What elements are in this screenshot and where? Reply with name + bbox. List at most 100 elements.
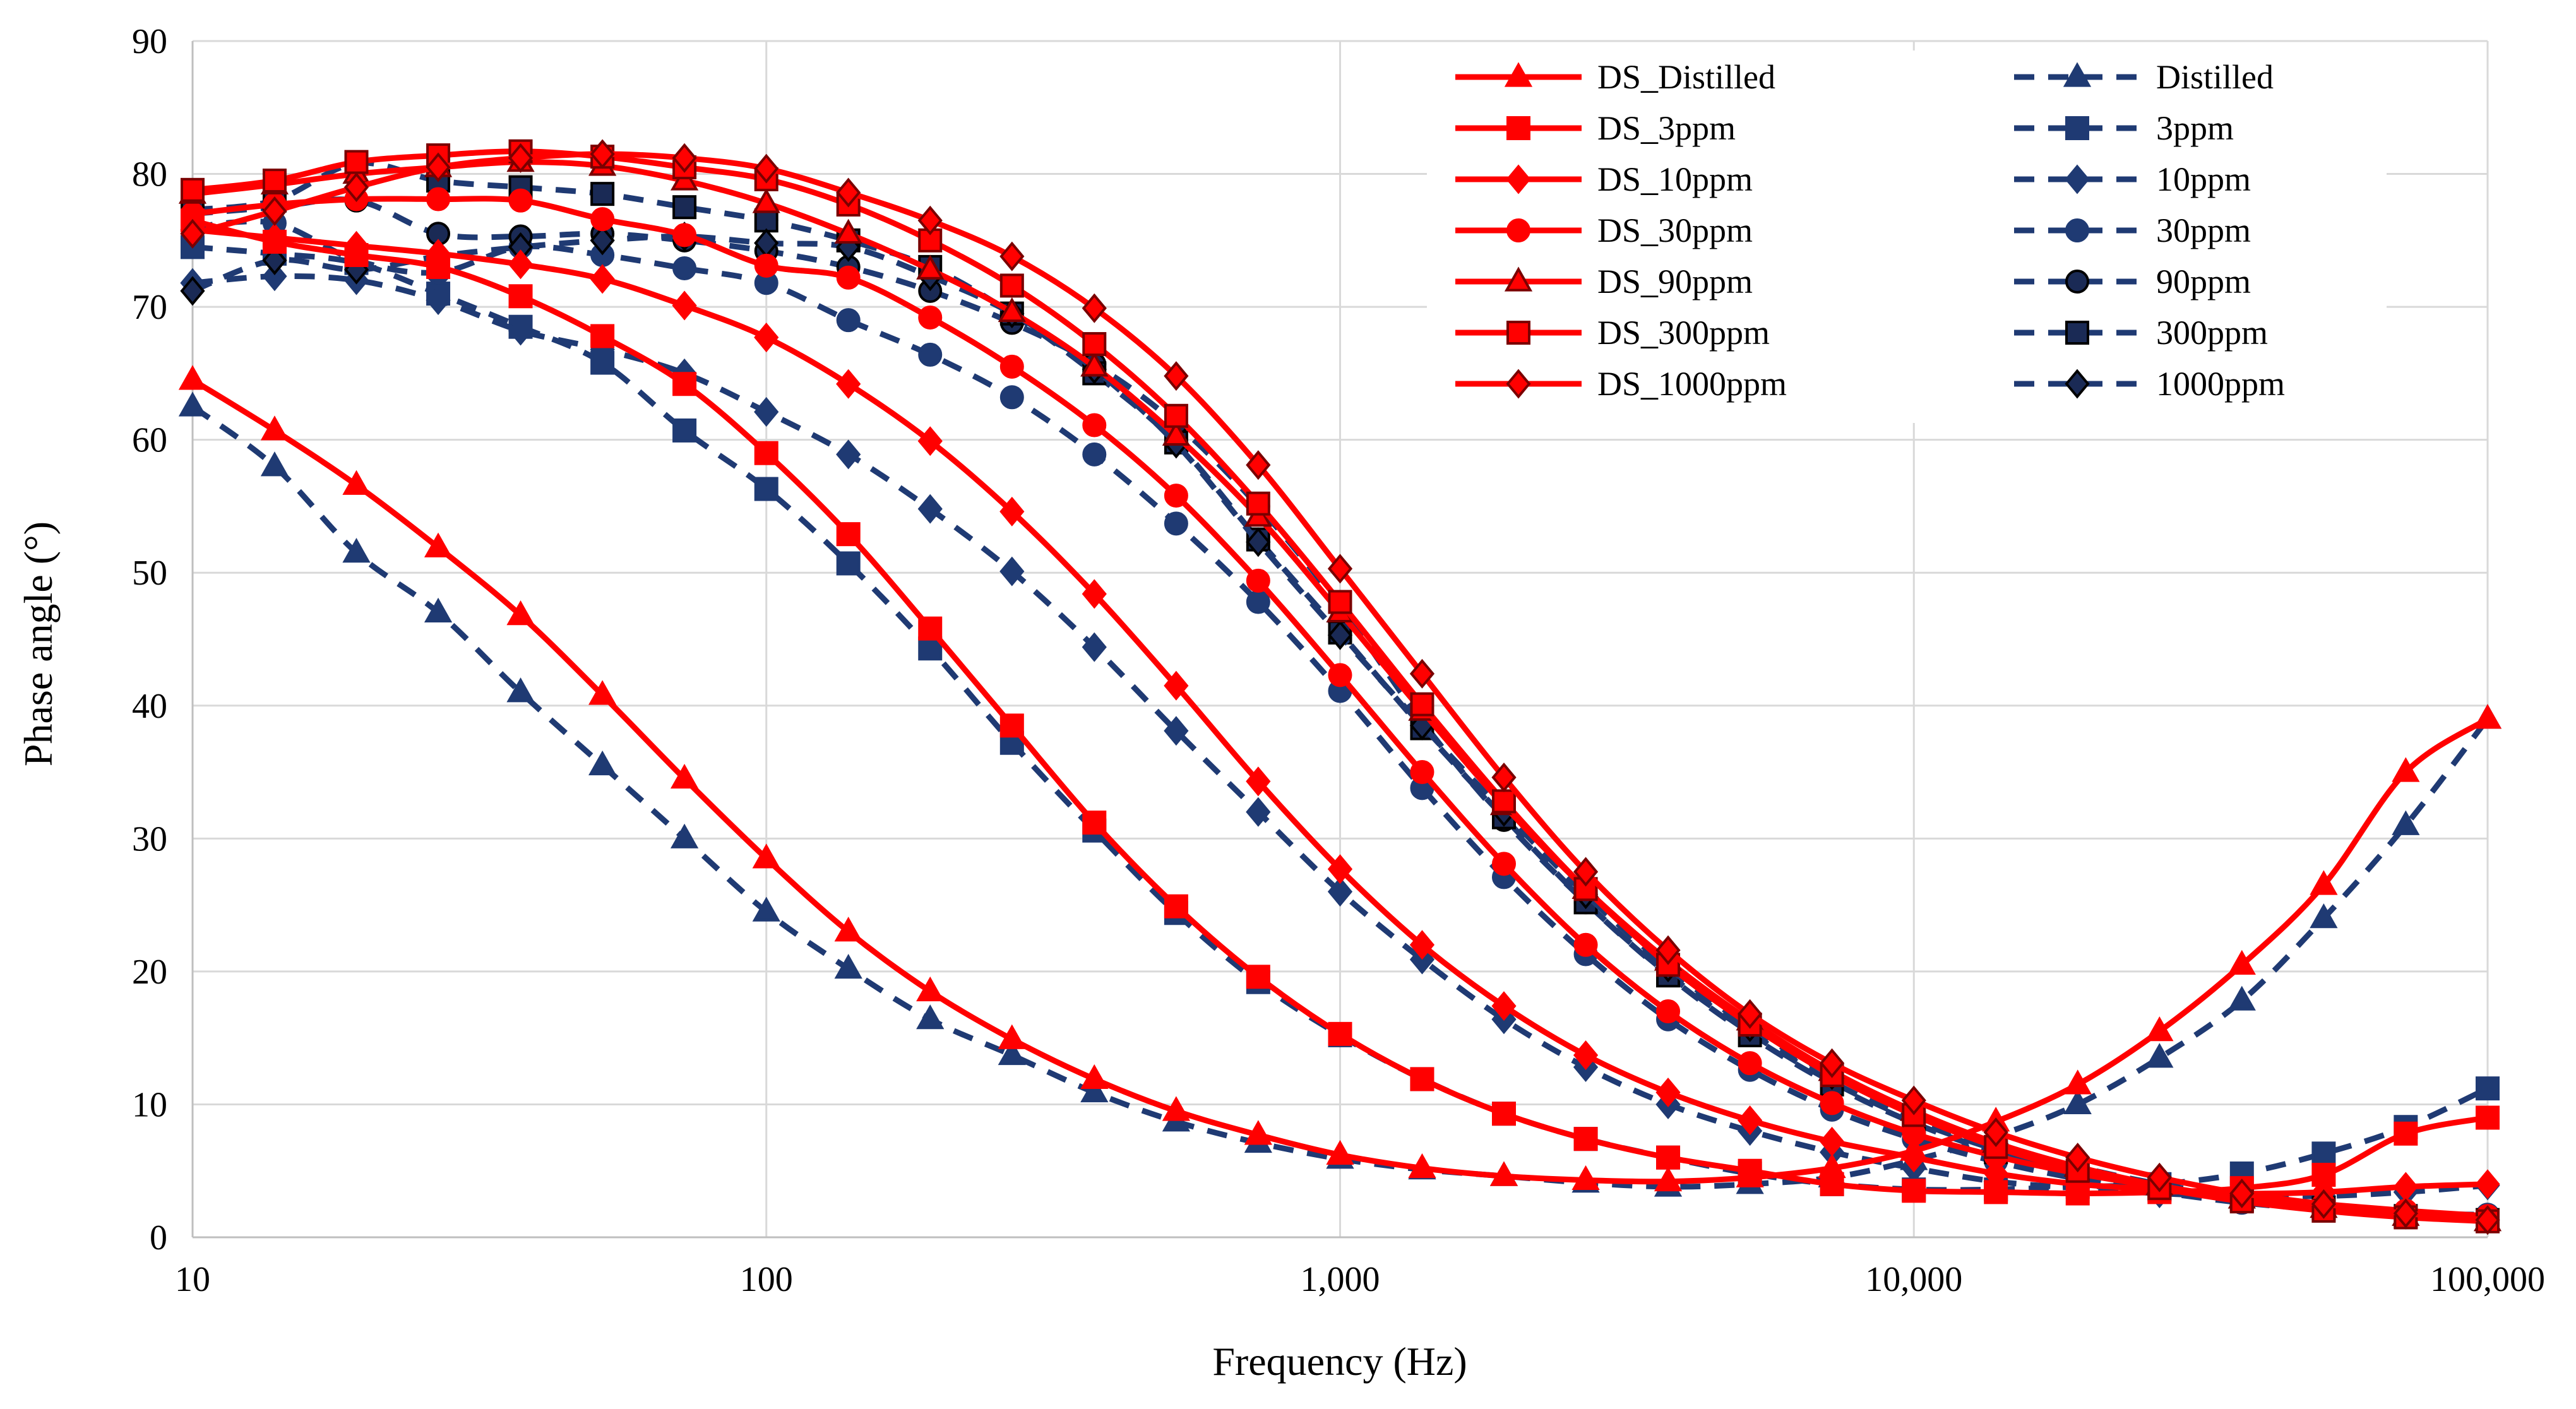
- data-point: [834, 954, 862, 979]
- legend-marker: [2065, 218, 2089, 242]
- data-point: [1573, 1040, 1599, 1071]
- data-point: [1246, 450, 1271, 480]
- legend-item-1000ppm: 1000ppm: [2014, 365, 2285, 403]
- data-point: [1571, 1165, 1600, 1191]
- data-point: [262, 223, 287, 253]
- data-point: [2311, 1141, 2336, 1166]
- data-point: [508, 188, 533, 213]
- y-tick-label: 50: [132, 554, 167, 593]
- legend-label: 3ppm: [2156, 109, 2234, 147]
- data-point: [426, 187, 451, 211]
- data-point: [917, 205, 943, 235]
- data-point: [1655, 935, 1681, 965]
- legend-label: DS_3ppm: [1597, 109, 1736, 147]
- data-point: [1492, 1102, 1517, 1126]
- legend-item-ds-90ppm: DS_90ppm: [1455, 263, 1753, 300]
- data-point: [836, 551, 861, 576]
- data-point: [999, 354, 1024, 379]
- data-point: [590, 324, 615, 348]
- y-tick-label: 10: [132, 1085, 167, 1124]
- data-point: [1162, 420, 1191, 446]
- data-point: [1410, 1067, 1434, 1091]
- legend-item-ds-distilled: DS_Distilled: [1455, 58, 1775, 96]
- data-point: [1656, 1145, 1681, 1170]
- data-point: [1162, 1096, 1191, 1121]
- data-point: [917, 494, 943, 524]
- data-point: [1164, 361, 1189, 391]
- x-tick-label: 100: [740, 1260, 793, 1299]
- data-point: [2310, 870, 2338, 895]
- data-point: [424, 597, 453, 622]
- data-point: [834, 218, 862, 244]
- data-point: [999, 273, 1024, 298]
- legend-item-ds-3ppm: DS_3ppm: [1455, 109, 1736, 147]
- data-point: [1655, 1077, 1681, 1108]
- data-point: [1164, 403, 1188, 428]
- data-point: [1327, 854, 1353, 884]
- data-point: [1328, 590, 1352, 614]
- y-axis-title: Phase angle (°): [16, 521, 61, 766]
- data-point: [672, 143, 697, 173]
- y-tick-label: 0: [150, 1218, 167, 1257]
- legend-label: DS_10ppm: [1597, 160, 1753, 198]
- data-point: [426, 239, 451, 269]
- data-point: [1246, 965, 1270, 989]
- data-point: [508, 316, 534, 346]
- data-point: [2065, 1143, 2090, 1173]
- data-point: [1246, 766, 1271, 797]
- data-point: [1164, 894, 1188, 919]
- legend-item-ds-30ppm: DS_30ppm: [1455, 211, 1753, 249]
- data-point: [343, 172, 369, 203]
- data-point: [754, 323, 779, 353]
- data-point: [426, 285, 451, 316]
- data-point: [672, 195, 697, 220]
- data-point: [1820, 1091, 1844, 1115]
- data-point: [752, 188, 780, 213]
- data-point: [178, 391, 207, 417]
- data-point: [588, 750, 617, 776]
- series-ds-10ppm: [180, 215, 2500, 1209]
- data-point: [999, 496, 1025, 526]
- data-point: [754, 253, 778, 278]
- data-point: [590, 225, 615, 256]
- data-point: [2229, 1178, 2255, 1209]
- data-point: [998, 1040, 1026, 1066]
- data-point: [180, 218, 205, 249]
- data-point: [999, 713, 1024, 738]
- data-point: [506, 677, 535, 703]
- data-point: [1164, 484, 1188, 508]
- legend-marker: [2063, 62, 2092, 87]
- data-point: [1738, 1051, 1762, 1076]
- data-point: [1573, 932, 1598, 957]
- legend-marker: [2065, 321, 2089, 345]
- legend-item-30ppm: 30ppm: [2014, 211, 2251, 249]
- legend-item-3ppm: 3ppm: [2014, 109, 2234, 147]
- data-point: [916, 1004, 945, 1030]
- data-point: [1327, 620, 1353, 650]
- data-point: [1819, 1126, 1845, 1156]
- data-point: [342, 538, 371, 563]
- data-point: [999, 385, 1024, 410]
- data-point: [1246, 590, 1270, 614]
- data-point: [1244, 1120, 1272, 1145]
- data-point: [834, 917, 862, 942]
- data-point: [2145, 1016, 2174, 1042]
- data-point: [1080, 1077, 1109, 1103]
- data-point: [917, 426, 943, 456]
- data-point: [836, 308, 861, 333]
- legend-label: DS_30ppm: [1597, 211, 1753, 249]
- data-point: [178, 365, 207, 390]
- x-tick-label: 10: [175, 1260, 210, 1299]
- data-point: [999, 241, 1025, 271]
- data-point: [262, 245, 287, 275]
- data-point: [1328, 663, 1352, 687]
- data-point: [424, 532, 453, 557]
- data-point: [836, 369, 861, 399]
- data-point: [508, 249, 534, 280]
- data-point: [1901, 1143, 1926, 1173]
- data-point: [1409, 658, 1435, 689]
- data-point: [342, 470, 371, 495]
- y-tick-label: 40: [132, 687, 167, 726]
- data-point: [1491, 762, 1517, 793]
- data-point: [1983, 1158, 2008, 1189]
